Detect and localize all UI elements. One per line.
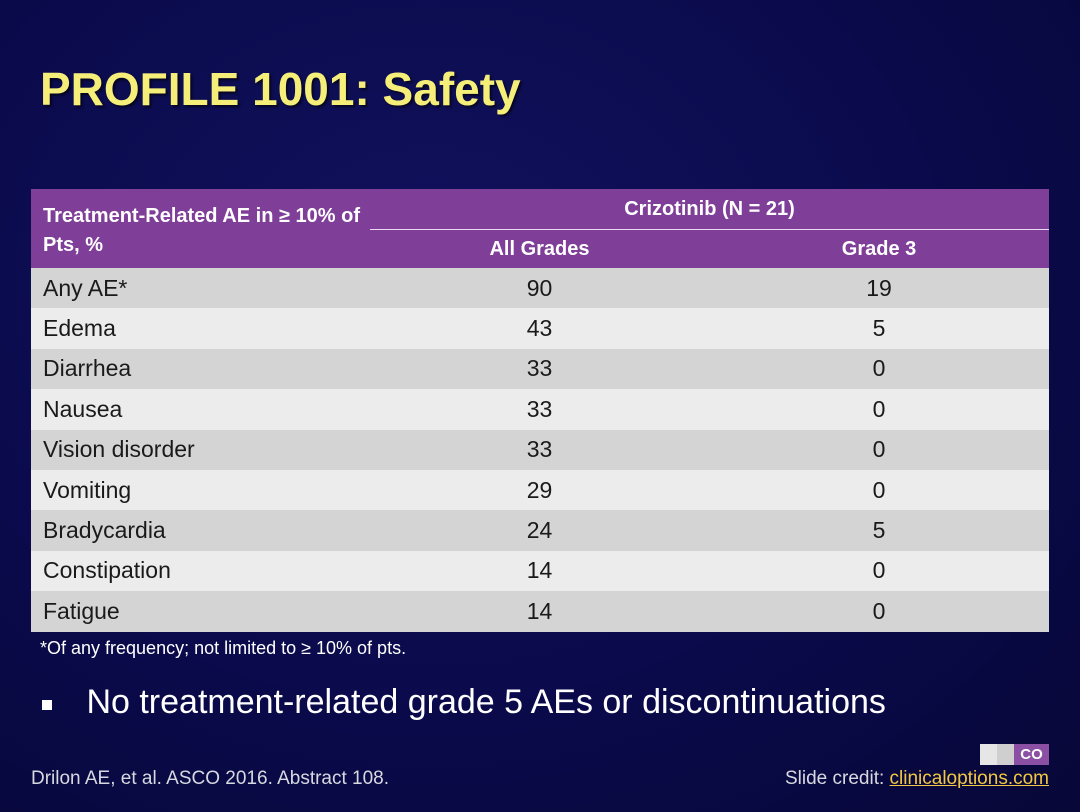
citation: Drilon AE, et al. ASCO 2016. Abstract 10…: [31, 768, 390, 789]
grade3-value: 5: [709, 510, 1050, 551]
table-row: Nausea 33 0: [31, 389, 1050, 430]
bullet-point: No treatment-related grade 5 AEs or disc…: [42, 683, 886, 722]
ae-name: Fatigue: [31, 591, 370, 632]
credit-link[interactable]: clinicaloptions.com: [889, 768, 1049, 789]
ae-name: Constipation: [31, 550, 370, 592]
table-row: Constipation 14 0: [31, 550, 1050, 592]
table-row: Vision disorder 33 0: [31, 429, 1050, 470]
grade3-value: 0: [709, 469, 1050, 511]
grade3-value: 0: [709, 591, 1050, 632]
grade3-value: 19: [709, 268, 1050, 309]
ae-table: Treatment-Related AE in ≥ 10% of Pts, % …: [31, 189, 1050, 632]
column-header-grade-3: Grade 3: [709, 229, 1050, 268]
ae-name: Vomiting: [31, 469, 370, 511]
credit-label: Slide credit:: [784, 768, 890, 789]
table-row: Diarrhea 33 0: [31, 348, 1050, 390]
grade3-value: 0: [709, 389, 1050, 430]
all-grades-value: 43: [370, 308, 709, 349]
safety-table: Treatment-Related AE in ≥ 10% of Pts, % …: [31, 189, 1050, 633]
table-footnote: *Of any frequency; not limited to ≥ 10% …: [40, 638, 407, 658]
bullet-text: No treatment-related grade 5 AEs or disc…: [86, 683, 886, 721]
table-row: Bradycardia 24 5: [31, 510, 1050, 551]
grade3-value: 5: [709, 308, 1050, 349]
row-header: Treatment-Related AE in ≥ 10% of Pts, %: [31, 189, 370, 268]
slide-title: PROFILE 1001: Safety: [40, 63, 521, 115]
all-grades-value: 14: [370, 591, 709, 632]
grade3-value: 0: [709, 550, 1050, 592]
table-row: Any AE* 90 19: [31, 268, 1050, 309]
ae-name: Bradycardia: [31, 510, 370, 551]
ae-name: Nausea: [31, 389, 370, 430]
column-header-all-grades: All Grades: [370, 229, 709, 268]
all-grades-value: 33: [370, 348, 709, 390]
logo-segment: [980, 744, 997, 765]
square-bullet-icon: [42, 699, 52, 710]
logo-segment: [997, 744, 1014, 765]
all-grades-value: 33: [370, 429, 709, 470]
all-grades-value: 29: [370, 469, 709, 511]
all-grades-value: 24: [370, 510, 709, 551]
table-row: Edema 43 5: [31, 308, 1050, 349]
slide-credit: Slide credit: clinicaloptions.com: [785, 768, 1049, 790]
grade3-value: 0: [709, 429, 1050, 470]
grade3-value: 0: [709, 348, 1050, 390]
ae-name: Diarrhea: [31, 348, 370, 390]
ae-name: Edema: [31, 308, 370, 349]
all-grades-value: 14: [370, 550, 709, 592]
all-grades-value: 90: [370, 268, 709, 309]
table-row: Fatigue 14 0: [31, 591, 1050, 632]
ae-name: Any AE*: [31, 268, 370, 309]
group-header: Crizotinib (N = 21): [370, 189, 1050, 230]
logo-mark: CO: [1014, 744, 1049, 765]
clinical-options-logo: CO: [980, 744, 1049, 765]
all-grades-value: 33: [370, 389, 709, 430]
ae-name: Vision disorder: [31, 429, 370, 470]
table-row: Vomiting 29 0: [31, 469, 1050, 511]
